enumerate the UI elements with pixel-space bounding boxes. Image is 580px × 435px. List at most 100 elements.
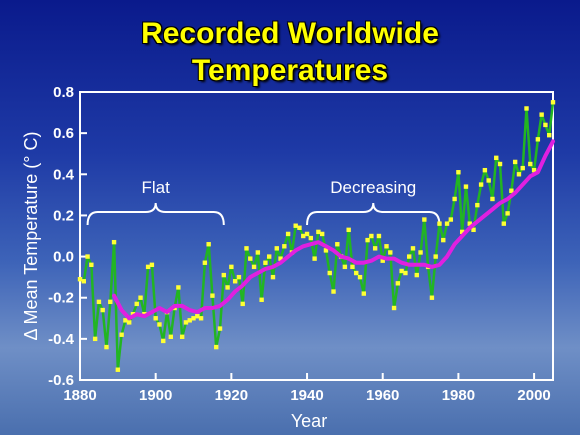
annual-data-point [187,318,192,323]
annual-data-point [528,161,533,167]
annual-data-point [81,279,86,284]
annual-data-point [168,334,174,339]
annual-data-point [520,165,525,171]
annual-data-point [516,172,522,177]
x-tick-label: 2000 [517,387,550,404]
annual-data-point [221,272,226,278]
annual-data-point [433,254,438,259]
x-tick-label: 1900 [139,387,172,404]
annual-data-point [274,246,279,251]
annual-data-point [240,301,245,307]
annual-data-point [429,295,435,300]
annual-data-point [547,133,552,138]
annual-data-point [418,250,423,255]
annual-data-point [312,256,317,261]
annual-data-point [550,100,556,105]
x-tick-label: 1940 [290,387,323,404]
y-tick-label: 0.8 [53,84,74,101]
annual-data-point [217,326,223,331]
y-tick-label: 0.2 [53,207,74,224]
annual-data-point [100,307,105,313]
y-axis-label: Δ Mean Temperature (° C) [21,132,41,341]
annual-data-point [92,336,98,342]
annual-data-point [126,320,132,325]
annual-data-point [214,344,219,350]
x-tick-label: 1980 [442,387,475,404]
annual-data-point [308,235,314,241]
annual-data-point [414,272,419,278]
x-tick-label: 1920 [215,387,248,404]
annual-data-point [293,223,298,228]
annual-data-point [475,202,480,208]
annual-data-point [297,225,302,230]
annual-data-point [437,221,442,226]
annual-data-point [96,299,102,305]
annual-data-point [376,233,382,239]
annual-data-point [267,254,272,259]
annual-data-point [104,344,109,350]
annual-data-point [225,285,230,290]
annual-data-point [535,137,541,142]
annual-data-point [323,248,329,253]
annual-data-point [248,256,253,261]
annual-data-point [134,301,139,307]
annual-data-point [111,239,117,245]
y-tick-label: 0.6 [53,125,74,142]
annual-data-point [452,196,457,202]
y-tick-label: -0.2 [48,290,74,307]
annual-data-point [278,256,283,261]
annual-data-point [539,112,544,117]
annual-data-point [365,237,370,243]
annual-data-point [85,254,90,259]
x-tick-label: 1960 [366,387,399,404]
annual-data-point [391,305,397,311]
annual-data-point [108,299,113,305]
annual-data-point [138,295,143,300]
annual-data-point [524,106,529,111]
annual-data-point [176,285,181,290]
annual-data-point [183,320,189,325]
annual-data-point [331,289,336,294]
annual-data-point [372,246,378,251]
annual-data-point [395,281,401,286]
annotation-brace [86,202,225,226]
annual-data-point [304,231,310,237]
annual-data-point [463,184,469,189]
annual-data-point [505,211,510,216]
annual-series-line [79,102,555,371]
annual-data-point [543,122,548,128]
annual-data-point [403,270,408,276]
annual-data-point [448,217,454,222]
annual-data-point [210,293,215,298]
annual-data-point [255,250,261,255]
annual-data-point [467,221,472,226]
annual-data-point [198,316,204,321]
annual-data-point [490,196,495,202]
annual-data-point [206,242,211,247]
annual-data-point [410,246,416,251]
annual-data-point [361,291,366,296]
annual-data-point [531,167,537,173]
annual-data-point [179,334,185,339]
data-marks [77,100,556,372]
annual-data-point [482,167,488,173]
annual-data-point [494,155,499,161]
chart-title-line-2: Temperatures [191,54,389,87]
annual-data-point [501,221,507,226]
annual-data-point [354,270,359,276]
annual-data-point [335,242,340,247]
annual-data-point [456,170,461,175]
annual-data-point [459,229,465,235]
y-tick-label: 0.0 [53,249,74,266]
annual-data-point [157,322,162,327]
annual-data-point [384,244,389,249]
annual-data-point [285,231,291,237]
annual-data-point [422,217,427,222]
annual-data-point [509,188,514,193]
annual-data-point [89,262,94,267]
annual-data-point [202,260,208,265]
x-axis-label: Year [291,411,327,431]
annual-data-point [195,314,200,319]
annotation-label: Decreasing [330,178,416,197]
annotations: Flat Decreasing [86,178,441,226]
